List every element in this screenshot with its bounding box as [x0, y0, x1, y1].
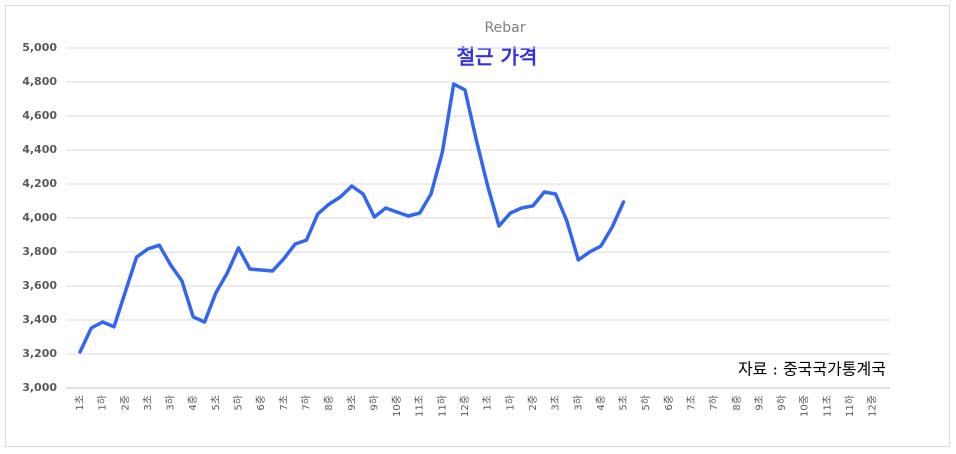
x-tick-label: 1초: [482, 395, 494, 411]
x-tick-label: 6중: [663, 395, 675, 411]
x-tick-label: 11초: [821, 395, 833, 417]
x-tick-label: 1하: [96, 395, 109, 411]
x-tick-label: 12중: [459, 395, 471, 417]
chart-title: Rebar: [485, 20, 526, 36]
x-tick-label: 10중: [799, 395, 811, 417]
data-line: [78, 82, 626, 354]
x-tick-label: 11초: [414, 395, 426, 417]
y-tick-label: 3,400: [22, 313, 57, 326]
source-note: 자료 : 중국국가통계국: [738, 360, 886, 379]
chart-border: [5, 5, 950, 447]
y-tick-label: 3,000: [22, 381, 57, 394]
x-tick-label: 9하: [775, 395, 788, 411]
x-tick-label: 7하: [707, 395, 720, 411]
x-tick-label: 5하: [639, 395, 652, 411]
y-tick-label: 4,000: [22, 211, 57, 224]
x-tick-label: 4중: [187, 395, 199, 411]
y-tick-label: 4,400: [22, 143, 57, 156]
x-tick-label: 2중: [119, 395, 131, 411]
x-tick-label: 9초: [346, 395, 358, 411]
x-tick-label: 3하: [164, 395, 177, 411]
x-tick-label: 2중: [527, 395, 539, 411]
x-tick-label: 3초: [142, 395, 154, 411]
y-tick-label: 5,000: [22, 41, 57, 54]
y-tick-label: 4,200: [22, 177, 57, 190]
x-tick-label: 1초: [74, 395, 86, 411]
y-tick-label: 4,600: [22, 109, 57, 122]
x-tick-label: 9하: [367, 395, 380, 411]
x-tick-label: 11하: [843, 395, 856, 417]
x-tick-label: 1하: [503, 395, 516, 411]
x-tick-label: 7초: [685, 395, 697, 411]
y-tick-label: 4,800: [22, 75, 57, 88]
x-tick-label: 5하: [232, 395, 245, 411]
x-tick-label: 7초: [278, 395, 290, 411]
x-tick-label: 5초: [210, 395, 222, 411]
x-tick-label: 8중: [323, 395, 335, 411]
x-tick-label: 9초: [753, 395, 765, 411]
x-tick-label: 6중: [255, 395, 267, 411]
x-tick-label: 10중: [391, 395, 403, 417]
y-tick-label: 3,200: [22, 347, 57, 360]
y-tick-label: 3,800: [22, 245, 57, 258]
x-tick-label: 3초: [550, 395, 562, 411]
x-tick-label: 11하: [435, 395, 448, 417]
x-tick-label: 5초: [618, 395, 630, 411]
x-tick-label: 12중: [867, 395, 879, 417]
y-tick-label: 3,600: [22, 279, 57, 292]
x-tick-label: 7하: [299, 395, 312, 411]
x-tick-label: 4중: [595, 395, 607, 411]
x-tick-label: 8중: [731, 395, 743, 411]
x-tick-label: 3하: [571, 395, 584, 411]
